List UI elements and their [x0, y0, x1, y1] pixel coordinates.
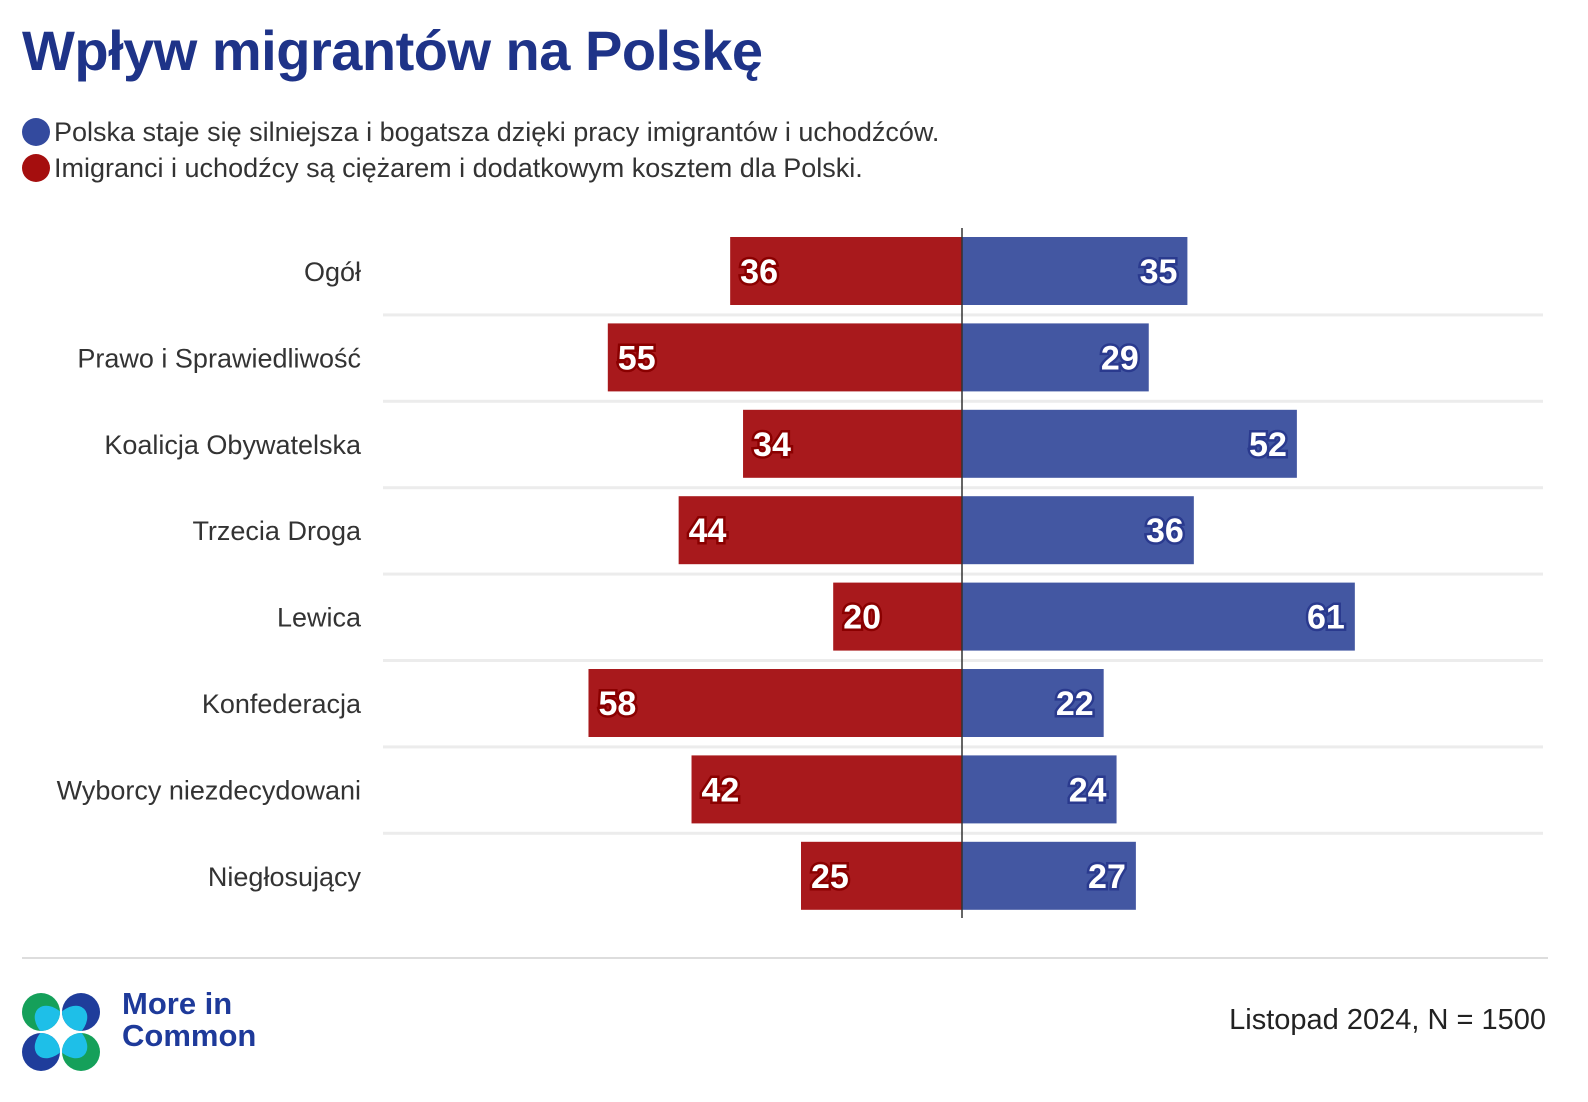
legend-item-negative: Imigranci i uchodźcy są ciężarem i dodat… [22, 150, 939, 186]
value-label-negative: 25 [811, 858, 849, 896]
legend-item-positive: Polska staje się silniejsza i bogatsza d… [22, 114, 939, 150]
bar-negative [691, 755, 962, 824]
value-label-positive: 29 [1101, 339, 1139, 377]
brand-line-1: More in [122, 986, 233, 1021]
category-label: Konfederacja [202, 689, 362, 719]
footer-divider [22, 957, 1548, 959]
value-label-negative: 58 [598, 685, 636, 723]
bar-negative [730, 237, 962, 305]
bar-positive [962, 755, 1117, 824]
row-separator [383, 572, 1543, 576]
legend-dot-red-icon [22, 154, 50, 182]
brand-name: More in Common [122, 988, 256, 1052]
bar-positive [962, 237, 1188, 305]
value-label-negative: 44 [689, 512, 727, 550]
category-label: Ogół [304, 257, 361, 287]
bar-positive [962, 669, 1104, 737]
row-separator [383, 486, 1543, 490]
bar-negative [607, 323, 962, 392]
row-separator [383, 659, 1543, 662]
chart-title: Wpływ migrantów na Polskę [22, 19, 763, 82]
bar-positive [962, 323, 1149, 392]
category-label: Wyborcy niezdecydowani [57, 775, 361, 805]
value-label-positive: 36 [1146, 512, 1184, 550]
bar-negative [801, 841, 962, 910]
bar-positive [962, 409, 1297, 478]
legend-dot-blue-icon [22, 118, 50, 146]
bar-positive [962, 496, 1194, 565]
bar-positive [962, 582, 1355, 651]
category-label: Niegłosujący [208, 862, 362, 892]
value-label-negative: 42 [702, 771, 740, 809]
survey-note: Listopad 2024, N = 1500 [1229, 1004, 1546, 1036]
value-label-positive: 27 [1088, 858, 1126, 896]
value-label-positive: 24 [1069, 771, 1107, 809]
row-separator [383, 399, 1543, 403]
bar-negative [833, 582, 962, 651]
legend-label: Polska staje się silniejsza i bogatsza d… [54, 116, 940, 147]
row-separator [383, 831, 1543, 835]
brand-line-2: Common [122, 1018, 257, 1053]
bar-negative [678, 496, 962, 565]
value-label-negative: 34 [753, 426, 791, 464]
bar-positive [962, 841, 1136, 910]
bar-negative [588, 669, 962, 737]
category-label: Lewica [277, 603, 362, 633]
category-label: Koalicja Obywatelska [104, 430, 362, 460]
row-separator [383, 745, 1543, 749]
value-label-positive: 22 [1056, 685, 1094, 723]
category-label: Trzecia Droga [192, 516, 362, 546]
legend-label: Imigranci i uchodźcy są ciężarem i dodat… [54, 152, 863, 183]
diverging-bar-chart: Ogół 36 35 Prawo i Sprawiedliwość 55 29 Koalic… [57, 228, 1543, 918]
legend: Polska staje się silniejsza i bogatsza d… [22, 114, 939, 186]
value-label-negative: 20 [843, 599, 881, 637]
category-label: Prawo i Sprawiedliwość [77, 343, 361, 373]
more-in-common-logo-icon [22, 993, 100, 1071]
value-label-positive: 61 [1307, 599, 1345, 637]
value-label-positive: 35 [1140, 253, 1178, 291]
bar-negative [743, 409, 962, 478]
value-label-positive: 52 [1249, 426, 1287, 464]
value-label-negative: 55 [618, 339, 656, 377]
row-separator [383, 313, 1543, 317]
value-label-negative: 36 [740, 253, 778, 291]
